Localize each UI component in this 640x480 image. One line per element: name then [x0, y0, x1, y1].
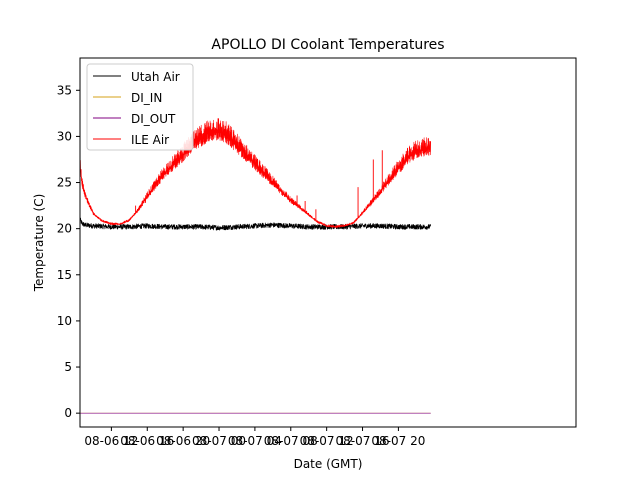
- x-tick-label: 08-07 08: [264, 434, 318, 448]
- legend-label: DI_IN: [131, 91, 162, 105]
- x-tick-label: 08-06 12: [84, 434, 138, 448]
- chart-title: APOLLO DI Coolant Temperatures: [211, 37, 444, 53]
- x-axis-label: Date (GMT): [294, 457, 363, 471]
- y-tick-label: 0: [64, 406, 72, 420]
- series-layer: [80, 118, 432, 414]
- y-tick-label: 30: [57, 129, 72, 143]
- x-tick-label: 08-06 16: [120, 434, 174, 448]
- y-tick-label: 15: [57, 268, 72, 282]
- y-tick-label: 5: [64, 360, 72, 374]
- legend-box: [86, 63, 194, 151]
- legend-label: ILE Air: [131, 133, 169, 147]
- x-tick-label: 08-07 04: [228, 434, 282, 448]
- x-tick-label: 08-06 20: [156, 434, 210, 448]
- y-tick-label: 25: [57, 176, 72, 190]
- series-line-utah-air: [80, 217, 432, 231]
- x-tick-label: 08-07 20: [371, 434, 425, 448]
- series-line-ile-air: [80, 118, 431, 228]
- x-tick-label: 08-07 12: [300, 434, 354, 448]
- y-tick-label: 10: [57, 314, 72, 328]
- y-tick-label: 20: [57, 222, 72, 236]
- x-tick-label: 08-07 16: [336, 434, 390, 448]
- y-tick-label: 35: [57, 83, 72, 97]
- y-axis-label: Temperature (C): [32, 194, 46, 293]
- legend-label: Utah Air: [131, 70, 180, 84]
- x-tick-label: 08-07 00: [192, 434, 246, 448]
- legend-label: DI_OUT: [131, 112, 176, 126]
- legend: Utah Air DI_IN DI_OUT ILE Air: [86, 63, 194, 151]
- plot-frame: [79, 57, 577, 428]
